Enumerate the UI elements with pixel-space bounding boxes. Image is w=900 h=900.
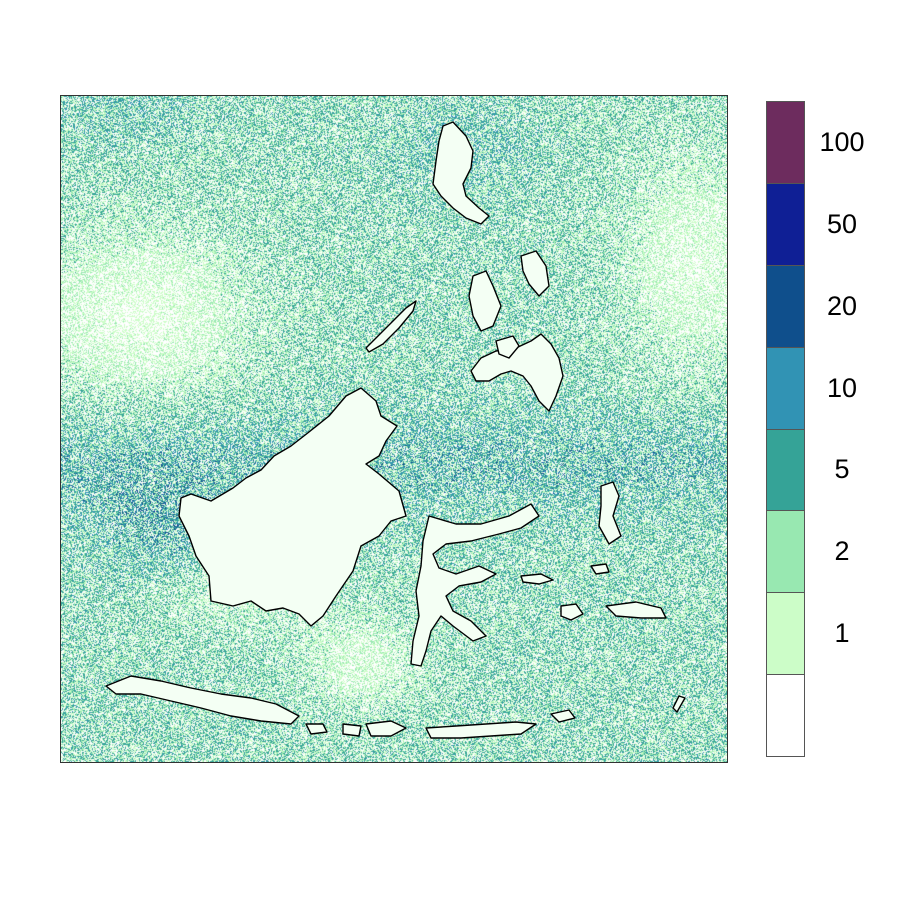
island-timor-east <box>550 709 576 723</box>
colorbar-tick-label: 20 <box>826 290 858 321</box>
island-seram <box>605 601 667 619</box>
colorbar-tick-label: 100 <box>819 126 865 157</box>
colorbar-tick-label: 5 <box>834 454 850 485</box>
island-sulawesi <box>410 503 540 667</box>
island-flores <box>425 721 537 739</box>
colorbar-swatch <box>766 101 805 184</box>
island-bali <box>305 723 328 735</box>
colorbar-swatch <box>766 674 805 757</box>
map-panel <box>60 95 728 763</box>
island-luzon <box>432 121 490 225</box>
island-sumbawa <box>365 720 407 737</box>
colorbar-tick-label: 50 <box>826 208 858 239</box>
colorbar-swatch <box>766 592 805 676</box>
island-borneo <box>178 387 407 627</box>
island-java <box>105 675 300 725</box>
colorbar <box>766 101 805 757</box>
island-halmahera <box>598 481 622 545</box>
coastlines <box>105 121 686 739</box>
colorbar-tick-label: 2 <box>834 536 850 567</box>
island-sula <box>520 573 554 585</box>
colorbar-tick-label: 1 <box>834 618 850 649</box>
island-buru <box>560 603 584 621</box>
island-timor-small <box>672 695 686 713</box>
colorbar-swatch <box>766 264 805 348</box>
island-visayas <box>468 270 502 332</box>
island-lombok <box>342 723 362 737</box>
colorbar-tick-label: 10 <box>826 372 858 403</box>
colorbar-swatch <box>766 182 805 266</box>
colorbar-swatch <box>766 428 805 512</box>
island-obi <box>590 563 610 575</box>
island-samar <box>520 250 550 297</box>
island-panay <box>495 335 520 359</box>
colorbar-swatch <box>766 510 805 594</box>
island-mindanao <box>470 333 564 412</box>
colorbar-swatch <box>766 346 805 430</box>
island-palawan <box>365 300 417 353</box>
